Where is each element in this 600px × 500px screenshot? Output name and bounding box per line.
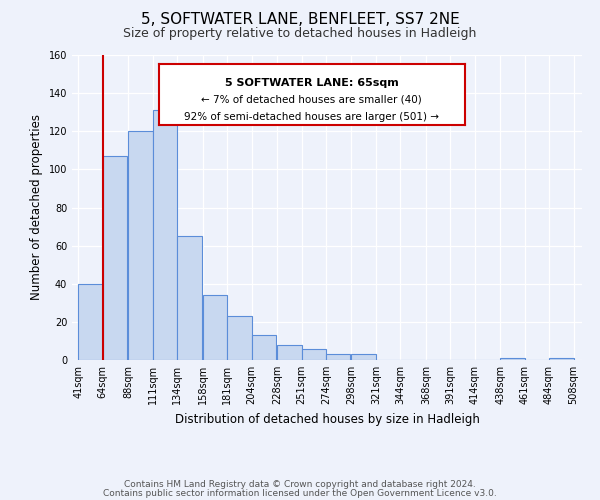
Bar bbox=[302, 348, 326, 360]
Bar bbox=[549, 358, 574, 360]
Bar bbox=[251, 335, 276, 360]
Y-axis label: Number of detached properties: Number of detached properties bbox=[30, 114, 43, 300]
Text: Contains public sector information licensed under the Open Government Licence v3: Contains public sector information licen… bbox=[103, 489, 497, 498]
Text: Contains HM Land Registry data © Crown copyright and database right 2024.: Contains HM Land Registry data © Crown c… bbox=[124, 480, 476, 489]
Bar bbox=[227, 316, 251, 360]
Bar bbox=[203, 295, 227, 360]
X-axis label: Distribution of detached houses by size in Hadleigh: Distribution of detached houses by size … bbox=[175, 412, 479, 426]
Bar bbox=[177, 236, 202, 360]
Text: Size of property relative to detached houses in Hadleigh: Size of property relative to detached ho… bbox=[124, 28, 476, 40]
Bar bbox=[352, 354, 376, 360]
Bar bbox=[103, 156, 127, 360]
Bar bbox=[326, 354, 350, 360]
Bar bbox=[277, 345, 302, 360]
Bar bbox=[128, 131, 153, 360]
Bar bbox=[79, 284, 103, 360]
Text: 5, SOFTWATER LANE, BENFLEET, SS7 2NE: 5, SOFTWATER LANE, BENFLEET, SS7 2NE bbox=[140, 12, 460, 28]
Bar bbox=[500, 358, 524, 360]
Bar bbox=[153, 110, 177, 360]
